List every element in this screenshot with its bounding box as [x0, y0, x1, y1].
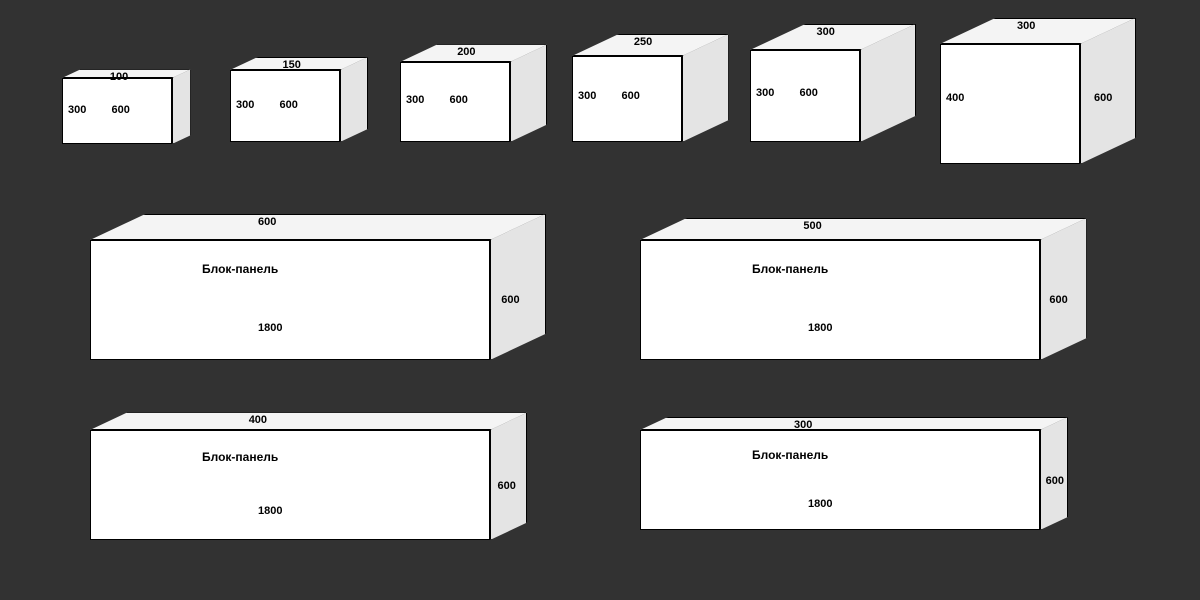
- dim-side: 600: [501, 294, 519, 306]
- dim-side: 600: [1049, 294, 1067, 306]
- dim-top: 300: [1017, 20, 1035, 32]
- block-top-face: [640, 218, 1087, 240]
- dim-bottom: 1800: [808, 498, 832, 510]
- dim-height: 300: [406, 94, 424, 106]
- dim-length: 600: [800, 87, 818, 99]
- block-p3: 400600Блок-панель1800: [90, 430, 527, 558]
- block-b1: 100300600: [62, 78, 191, 153]
- dim-bottom: 1800: [808, 322, 832, 334]
- dim-height: 300: [756, 87, 774, 99]
- block-b3: 200300600: [400, 62, 547, 160]
- dim-length: 600: [622, 90, 640, 102]
- dim-top: 200: [457, 46, 475, 58]
- block-front-face: [940, 44, 1080, 164]
- dim-top: 150: [283, 59, 301, 71]
- block-p1: 600600Блок-панель1800: [90, 240, 546, 386]
- block-b4: 250300600: [572, 56, 729, 164]
- block-title: Блок-панель: [202, 262, 278, 276]
- dim-top: 100: [110, 71, 128, 83]
- dim-top: 600: [258, 216, 276, 228]
- block-b6: 300400600: [940, 44, 1136, 190]
- block-side-face: [490, 412, 527, 540]
- block-b2: 150300600: [230, 70, 368, 155]
- dim-top: 500: [803, 220, 821, 232]
- dim-length: 600: [1094, 92, 1112, 104]
- dim-top: 300: [817, 26, 835, 38]
- block-title: Блок-панель: [752, 448, 828, 462]
- dim-height: 300: [68, 104, 86, 116]
- block-side-face: [340, 57, 368, 142]
- block-side-face: [1040, 218, 1087, 360]
- block-side-face: [172, 69, 191, 144]
- dim-height: 300: [578, 90, 596, 102]
- block-p2: 500600Блок-панель1800: [640, 240, 1087, 382]
- block-front-face: [640, 430, 1040, 530]
- dim-side: 600: [497, 480, 515, 492]
- block-b5: 300300600: [750, 50, 916, 168]
- dim-length: 600: [112, 104, 130, 116]
- dim-height: 300: [236, 99, 254, 111]
- dim-height: 400: [946, 92, 964, 104]
- block-front-face: [90, 240, 490, 360]
- dim-length: 600: [280, 99, 298, 111]
- dim-bottom: 1800: [258, 505, 282, 517]
- block-front-face: [90, 430, 490, 540]
- block-title: Блок-панель: [202, 450, 278, 464]
- block-top-face: [640, 417, 1068, 430]
- dim-length: 600: [450, 94, 468, 106]
- block-p4: 300600Блок-панель1800: [640, 430, 1068, 543]
- dim-side: 600: [1046, 475, 1064, 487]
- block-top-face: [90, 214, 546, 240]
- dim-bottom: 1800: [258, 322, 282, 334]
- block-side-face: [1040, 417, 1068, 530]
- dim-top: 400: [249, 414, 267, 426]
- dim-top: 250: [634, 36, 652, 48]
- dim-top: 300: [794, 419, 812, 431]
- block-top-face: [90, 412, 527, 430]
- block-title: Блок-панель: [752, 262, 828, 276]
- block-front-face: [640, 240, 1040, 360]
